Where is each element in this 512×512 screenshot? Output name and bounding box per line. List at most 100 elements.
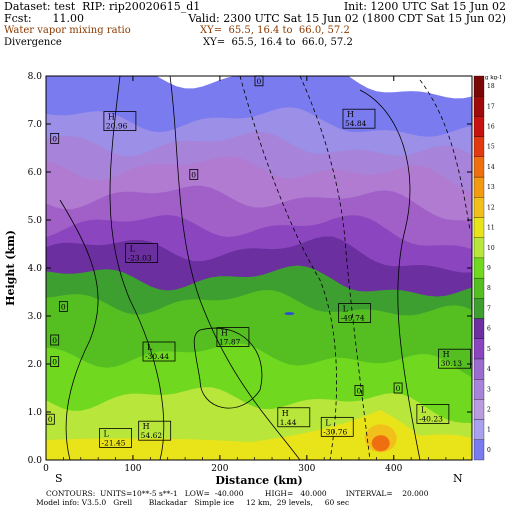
divergence-contour — [359, 89, 421, 460]
svg-text:30.13: 30.13 — [441, 359, 463, 368]
y-tick-label: 2.0 — [28, 360, 43, 370]
colorbar-label: 10 — [487, 245, 495, 252]
x-axis-title: Distance (km) — [215, 474, 302, 487]
svg-text:L: L — [147, 343, 153, 352]
zero-contour-label: 0 — [50, 356, 60, 368]
colorbar-swatch — [473, 298, 485, 319]
moisture-spot — [284, 312, 295, 316]
divergence-contour — [193, 327, 263, 409]
svg-text:0: 0 — [191, 170, 196, 179]
colorbar-swatch — [473, 318, 485, 339]
svg-text:0: 0 — [48, 415, 53, 424]
colorbar-swatch — [473, 96, 485, 117]
y-tick-label: 4.0 — [28, 264, 43, 274]
colorbar-swatch — [473, 136, 485, 157]
dataset-label: Dataset: test RIP: rip20020615_d1 — [4, 0, 201, 13]
colorbar-swatch — [473, 217, 485, 238]
svg-text:H: H — [143, 422, 150, 431]
field-2-xy: XY= 65.5, 16.4 to 66.0, 57.2 — [203, 37, 353, 48]
colorbar-label: 12 — [487, 204, 495, 211]
y-tick-label: 6.0 — [28, 168, 43, 178]
svg-text:0: 0 — [52, 336, 57, 345]
contours-info: CONTOURS: UNITS=10**-5 s**-1 LOW= -40.00… — [46, 489, 429, 498]
svg-text:L: L — [325, 418, 331, 427]
divergence-contour — [109, 76, 165, 460]
svg-text:-30.76: -30.76 — [323, 427, 347, 436]
y-tick-label: 7.0 — [28, 120, 43, 130]
divergence-contour — [239, 76, 337, 460]
colorbar-swatch — [473, 379, 485, 400]
svg-text:0: 0 — [52, 358, 57, 367]
field-1-xy: XY= 65.5, 16.4 to 66.0, 57.2 — [200, 25, 350, 36]
divergence-contour — [169, 76, 301, 460]
colorbar-label: 0 — [487, 447, 491, 454]
colorbar-swatch — [473, 277, 485, 299]
colorbar-label: 17 — [487, 103, 495, 110]
high-label: H1.44 — [277, 407, 311, 428]
colorbar-label: 15 — [487, 144, 495, 151]
colorbar-label: 14 — [487, 164, 495, 171]
zero-contour-label: 0 — [50, 132, 60, 144]
low-label: L-21.45 — [99, 427, 132, 448]
y-tick-label: 8.0 — [28, 72, 43, 82]
svg-text:L: L — [130, 245, 136, 254]
svg-text:17.87: 17.87 — [219, 338, 241, 347]
divergence-contour — [299, 76, 371, 460]
svg-text:-49.74: -49.74 — [341, 314, 365, 323]
colorbar-swatch — [473, 197, 485, 218]
colorbar-swatch — [473, 399, 485, 420]
low-label: L-30.76 — [320, 416, 354, 437]
low-label: L-30.44 — [142, 341, 176, 362]
low-label: L-23.03 — [125, 243, 159, 264]
y-tick-label: 1.0 — [28, 408, 43, 418]
colorbar-swatch — [473, 338, 485, 360]
colorbar-label: 18 — [487, 83, 495, 90]
divergence-contour — [419, 79, 471, 231]
x-tick-label: 200 — [211, 464, 228, 474]
colorbar-swatch — [473, 176, 485, 198]
svg-text:0: 0 — [52, 134, 57, 143]
colorbar-label: 3 — [487, 386, 491, 393]
svg-text:L: L — [421, 405, 427, 414]
colorbar-swatch — [473, 257, 485, 279]
zero-contour-label: 0 — [58, 300, 68, 312]
svg-text:-23.03: -23.03 — [128, 254, 152, 263]
colorbar-label: 1 — [487, 427, 491, 434]
low-label: L-40.23 — [416, 403, 450, 424]
x-tick-label: 100 — [124, 464, 141, 474]
field-2-name: Divergence — [4, 37, 62, 48]
high-label: H54.62 — [138, 420, 172, 441]
high-label: H20.96 — [103, 111, 137, 131]
low-label: L-49.74 — [338, 303, 372, 324]
north-label: N — [453, 472, 463, 485]
x-tick-label: 300 — [298, 464, 315, 474]
svg-text:0: 0 — [257, 77, 262, 86]
divergence-contours — [59, 76, 471, 460]
high-low-labels: H20.96H54.84L-23.03L-49.74L-30.44H17.87H… — [45, 75, 472, 448]
x-tick-label: 400 — [385, 464, 402, 474]
init-time: Init: 1200 UTC Sat 15 Jun 02 — [343, 0, 506, 13]
y-tick-label: 5.0 — [28, 216, 43, 226]
svg-text:0: 0 — [61, 302, 66, 311]
colorbar-label: 8 — [487, 285, 491, 292]
colorbar-label: 16 — [487, 124, 495, 131]
valid-time: Valid: 2300 UTC Sat 15 Jun 02 (1800 CDT … — [188, 12, 506, 25]
divergence-contour — [59, 199, 99, 460]
colorbar-label: 9 — [487, 265, 491, 272]
svg-text:20.96: 20.96 — [106, 122, 128, 131]
colorbar-label: 2 — [487, 406, 491, 413]
colorbar-unit: g kg-1 — [485, 75, 502, 81]
svg-text:L: L — [104, 429, 110, 438]
svg-text:-21.45: -21.45 — [102, 438, 126, 447]
svg-text:L: L — [343, 305, 349, 314]
svg-text:1.44: 1.44 — [280, 418, 297, 427]
colorbar-swatch — [473, 419, 485, 440]
svg-text:H: H — [282, 409, 289, 418]
svg-text:H: H — [443, 350, 450, 359]
mixing-ratio-fill — [46, 76, 472, 460]
svg-text:54.62: 54.62 — [141, 431, 163, 440]
y-tick-label: 3.0 — [28, 312, 43, 322]
svg-text:-40.23: -40.23 — [419, 414, 443, 423]
